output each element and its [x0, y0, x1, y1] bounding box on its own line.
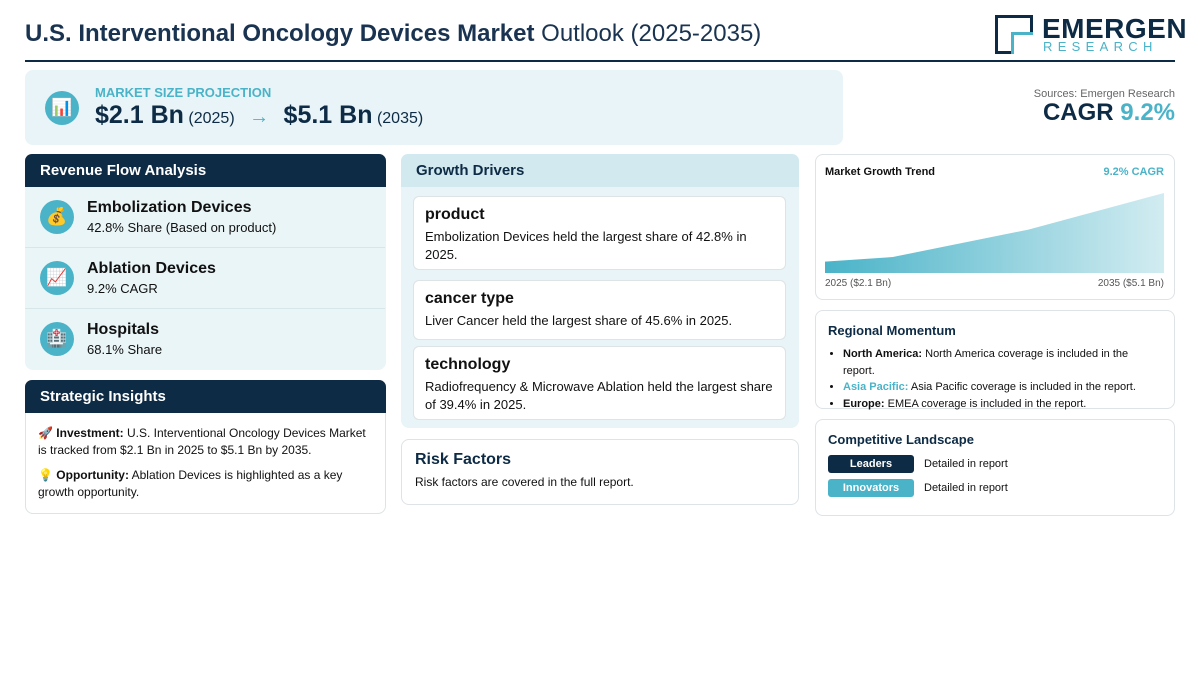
insight-label: Opportunity:: [56, 468, 129, 482]
tier-list: Leaders Detailed in report Innovators Detai…: [828, 455, 1162, 497]
card-title: Market Growth Trend: [825, 166, 936, 178]
card-title: Strategic Insights: [25, 380, 386, 413]
insight: 🚀 Investment: U.S. Interventional Oncolo…: [38, 425, 373, 459]
title-bold: U.S. Interventional Oncology Devices Mar…: [25, 20, 535, 47]
start-year: (2025): [188, 110, 235, 127]
risk-factors: Risk Factors Risk factors are covered in…: [401, 439, 799, 505]
tier-row: Leaders Detailed in report: [828, 455, 1162, 473]
region-item: North America: North America coverage is…: [843, 346, 1162, 379]
card-title: Competitive Landscape: [828, 432, 974, 447]
strategic-insights: Strategic Insights 🚀 Investment: U.S. In…: [25, 380, 386, 514]
icon: 📊: [45, 91, 79, 125]
trend-card: Market Growth Trend 9.2% CAGR 2025 ($2.1…: [815, 154, 1175, 300]
driver: product Embolization Devices held the lar…: [413, 196, 786, 270]
header-rule: [25, 60, 1175, 62]
driver-title: cancer type: [425, 290, 514, 307]
page-title: U.S. Interventional Oncology Devices Mar…: [25, 20, 761, 48]
end-year: (2035): [376, 110, 424, 127]
start-value: $2.1 Bn: [95, 101, 184, 129]
flow-item: 💰 Embolization Devices 42.8% Share (Based …: [25, 187, 385, 248]
driver-title: product: [425, 206, 485, 223]
tier-tag: Leaders: [828, 455, 914, 473]
logo-text: EMERGEN: [1042, 13, 1188, 44]
tier-row: Innovators Detailed in report: [828, 479, 1162, 497]
region-item: Asia Pacific: Asia Pacific coverage is i…: [843, 379, 1162, 396]
trend-area: [825, 193, 1164, 273]
flow-item: 📈 Ablation Devices 9.2% CAGR: [25, 248, 385, 309]
arrow: →: [249, 106, 270, 128]
title-rest: Outlook (2025-2035): [541, 20, 762, 47]
market-size-box: 📊 MARKET SIZE PROJECTION $2.1 Bn (2025) …: [25, 70, 843, 145]
insight: 💡 Opportunity: Ablation Devices is highl…: [38, 467, 373, 501]
tier-text: Detailed in report: [924, 482, 1008, 494]
driver-text: Liver Cancer held the largest share of 4…: [425, 313, 733, 328]
region-list: North America: North America coverage is…: [828, 346, 1162, 412]
cagr-value: 9.2%: [1120, 99, 1175, 126]
item-detail: 42.8% Share (Based on product): [87, 220, 277, 235]
cagr-label: 9.2% CAGR: [1103, 166, 1164, 178]
card-title: Revenue Flow Analysis: [25, 154, 386, 187]
insight-text: U.S. Interventional Oncology Devices Mar…: [38, 426, 366, 457]
icon: 🏥: [40, 322, 74, 356]
insight-text: Ablation Devices is highlighted as a key…: [38, 468, 343, 499]
region-text: EMEA coverage is included in the report.: [887, 397, 1087, 410]
region-item: Europe: EMEA coverage is included in the…: [843, 396, 1162, 413]
logo-mark: [995, 15, 1033, 54]
trend-chart: [825, 193, 1164, 273]
icon: 🚀: [38, 426, 53, 440]
card-title: Regional Momentum: [828, 323, 956, 338]
icon: 💰: [40, 200, 74, 234]
start-label: 2025 ($2.1 Bn): [825, 278, 892, 289]
driver-text: Embolization Devices held the largest sh…: [425, 229, 747, 262]
sources: Sources: Emergen Research: [1033, 88, 1175, 100]
logo-subtext: RESEARCH: [1043, 39, 1158, 54]
regional-momentum: Regional Momentum North America: North A…: [815, 310, 1175, 412]
risk-text: Risk factors are covered in the full rep…: [415, 475, 634, 489]
end-value: $5.1 Bn: [283, 101, 373, 129]
region-name: North America:: [843, 348, 923, 360]
item-name: Hospitals: [87, 321, 160, 338]
card-title: Risk Factors: [415, 451, 512, 468]
region-text: North America coverage is included in th…: [843, 348, 1129, 377]
competitive-landscape: Competitive Landscape Leaders Detailed in…: [815, 419, 1175, 516]
region-name: Europe:: [843, 397, 885, 410]
item-detail: 9.2% CAGR: [87, 281, 158, 296]
end-label: 2035 ($5.1 Bn): [1097, 278, 1164, 289]
cagr: CAGR 9.2%: [1043, 99, 1175, 127]
driver-text: Radiofrequency & Microwave Ablation held…: [425, 379, 773, 412]
insight-label: Investment:: [56, 426, 124, 440]
icon: 💡: [38, 468, 53, 482]
driver: cancer type Liver Cancer held the largest…: [413, 280, 786, 340]
driver: technology Radiofrequency & Microwave Abl…: [413, 346, 786, 420]
region-text: Asia Pacific coverage is included in the…: [910, 381, 1136, 393]
growth-drivers: Growth Drivers product Embolization Devic…: [401, 154, 799, 428]
flow-item: 🏥 Hospitals 68.1% Share: [25, 309, 385, 370]
item-name: Ablation Devices: [87, 260, 216, 277]
item-detail: 68.1% Share: [87, 342, 163, 357]
region-name: Asia Pacific:: [843, 381, 909, 393]
cagr-label: CAGR: [1042, 99, 1114, 126]
tier-tag: Innovators: [828, 479, 914, 497]
label: MARKET SIZE PROJECTION: [95, 85, 272, 100]
tier-text: Detailed in report: [924, 458, 1008, 470]
icon: 📈: [40, 261, 74, 295]
driver-title: technology: [425, 356, 511, 373]
card-title: Growth Drivers: [401, 154, 799, 187]
item-name: Embolization Devices: [87, 199, 252, 216]
revenue-flow: Revenue Flow Analysis 💰 Embolization Devi…: [25, 154, 386, 370]
values: $2.1 Bn (2025) → $5.1 Bn (2035): [95, 101, 423, 130]
